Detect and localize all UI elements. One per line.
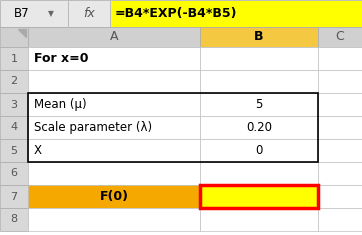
Bar bbox=[28, 70, 200, 93]
Text: F(0): F(0) bbox=[100, 190, 129, 203]
Bar bbox=[28, 93, 200, 116]
Bar bbox=[318, 162, 362, 185]
Text: 0.20: 0.20 bbox=[246, 121, 272, 134]
Text: 3: 3 bbox=[10, 99, 17, 110]
Bar bbox=[28, 47, 200, 70]
Bar bbox=[28, 139, 200, 162]
Bar bbox=[0, 185, 28, 208]
Text: 6: 6 bbox=[10, 168, 17, 179]
Text: 1: 1 bbox=[10, 54, 17, 63]
Bar bbox=[200, 47, 318, 70]
Bar bbox=[28, 162, 200, 185]
Bar bbox=[200, 208, 318, 231]
Bar bbox=[0, 139, 28, 162]
Bar bbox=[318, 139, 362, 162]
Bar bbox=[0, 93, 28, 116]
Text: C: C bbox=[336, 31, 344, 43]
Text: =B4*EXP(-B4*B5): =B4*EXP(-B4*B5) bbox=[115, 7, 237, 20]
Text: fx: fx bbox=[83, 7, 95, 20]
Bar bbox=[28, 208, 200, 231]
Text: Scale parameter (λ): Scale parameter (λ) bbox=[34, 121, 152, 134]
Text: ▼: ▼ bbox=[48, 9, 54, 18]
Bar bbox=[68, 0, 110, 27]
Bar bbox=[0, 162, 28, 185]
Text: A: A bbox=[110, 31, 118, 43]
Bar bbox=[318, 93, 362, 116]
Bar bbox=[28, 185, 200, 208]
Bar bbox=[200, 70, 318, 93]
Bar bbox=[318, 185, 362, 208]
Text: B7: B7 bbox=[14, 7, 30, 20]
Bar bbox=[0, 0, 68, 27]
Bar bbox=[318, 208, 362, 231]
Text: B: B bbox=[254, 31, 264, 43]
Text: 0: 0 bbox=[255, 144, 263, 157]
Bar bbox=[318, 116, 362, 139]
Bar bbox=[0, 208, 28, 231]
Bar bbox=[200, 185, 318, 208]
Text: 7: 7 bbox=[10, 192, 18, 201]
Bar bbox=[0, 116, 28, 139]
Text: 8: 8 bbox=[10, 215, 18, 224]
Bar bbox=[28, 93, 318, 162]
Text: 5: 5 bbox=[255, 98, 263, 111]
Bar bbox=[318, 47, 362, 70]
Text: 0.20: 0.20 bbox=[244, 190, 274, 203]
Text: For x=0: For x=0 bbox=[34, 52, 88, 65]
Bar bbox=[0, 27, 28, 47]
Text: 2: 2 bbox=[10, 77, 18, 86]
Text: Mean (μ): Mean (μ) bbox=[34, 98, 87, 111]
Text: 5: 5 bbox=[10, 145, 17, 156]
Bar bbox=[0, 47, 28, 70]
Text: X: X bbox=[34, 144, 42, 157]
Bar bbox=[28, 116, 200, 139]
Bar bbox=[318, 27, 362, 47]
Polygon shape bbox=[18, 29, 26, 37]
Bar bbox=[0, 70, 28, 93]
Bar bbox=[200, 27, 318, 47]
Bar bbox=[318, 70, 362, 93]
Bar bbox=[200, 93, 318, 116]
Bar bbox=[200, 139, 318, 162]
Bar bbox=[200, 162, 318, 185]
Bar bbox=[28, 27, 200, 47]
Bar bbox=[200, 116, 318, 139]
Bar bbox=[110, 0, 362, 27]
Text: 4: 4 bbox=[10, 122, 18, 133]
